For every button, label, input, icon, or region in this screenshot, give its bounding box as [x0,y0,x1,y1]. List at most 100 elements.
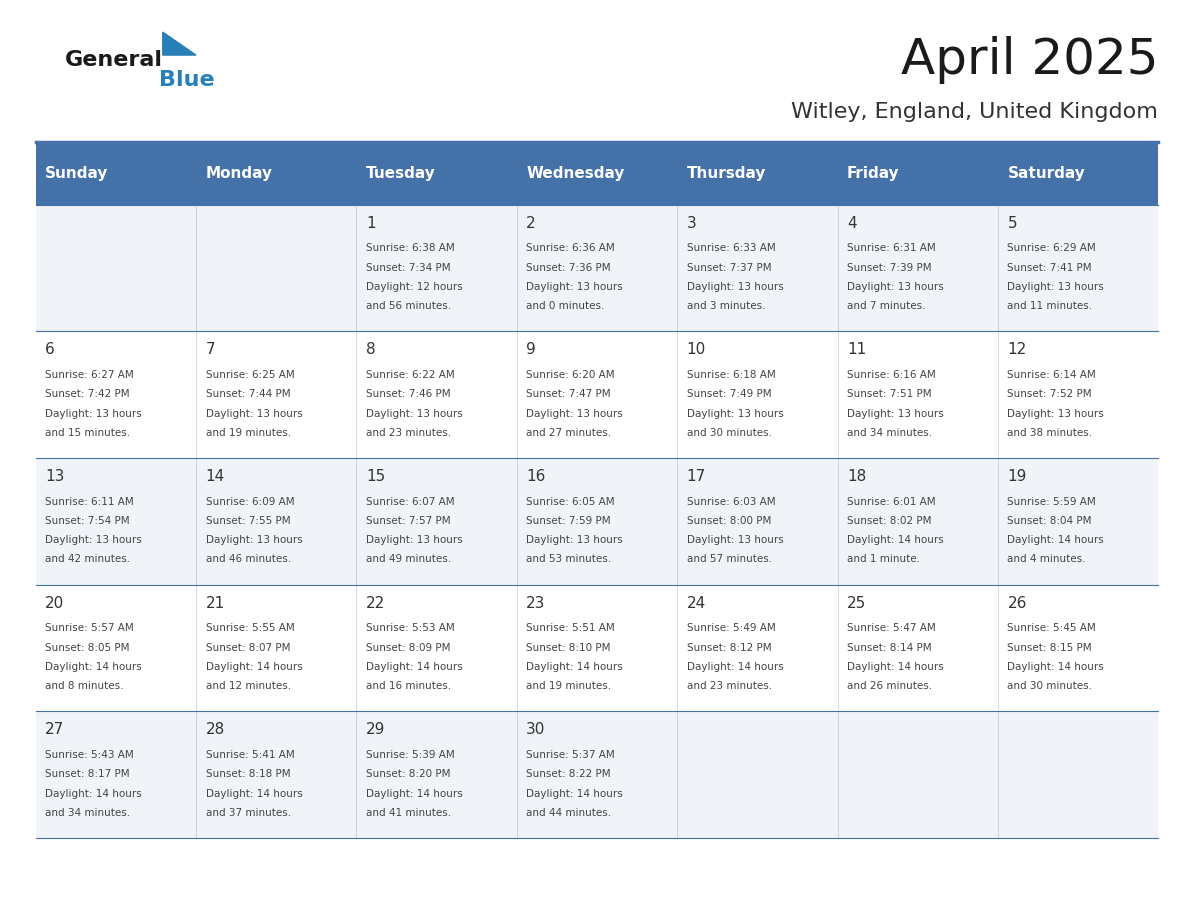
Text: and 49 minutes.: and 49 minutes. [366,554,451,565]
Text: and 8 minutes.: and 8 minutes. [45,681,124,691]
Text: 7: 7 [206,342,215,357]
Text: Daylight: 13 hours: Daylight: 13 hours [847,282,943,292]
Text: Sunset: 7:54 PM: Sunset: 7:54 PM [45,516,129,526]
Text: Sunrise: 6:18 AM: Sunrise: 6:18 AM [687,370,776,380]
Text: Sunset: 7:34 PM: Sunset: 7:34 PM [366,263,450,273]
Text: Thursday: Thursday [687,166,766,181]
Text: and 11 minutes.: and 11 minutes. [1007,301,1093,311]
Text: Daylight: 13 hours: Daylight: 13 hours [687,535,783,545]
Text: Daylight: 13 hours: Daylight: 13 hours [526,409,623,419]
Text: and 34 minutes.: and 34 minutes. [45,808,131,818]
FancyBboxPatch shape [36,458,1158,585]
Text: Daylight: 13 hours: Daylight: 13 hours [687,282,783,292]
Text: 21: 21 [206,596,225,610]
Text: Sunrise: 6:33 AM: Sunrise: 6:33 AM [687,243,776,253]
Text: Sunrise: 6:38 AM: Sunrise: 6:38 AM [366,243,455,253]
Text: Sunset: 7:42 PM: Sunset: 7:42 PM [45,389,129,399]
Text: Daylight: 14 hours: Daylight: 14 hours [206,662,302,672]
Text: 4: 4 [847,216,857,230]
Text: and 3 minutes.: and 3 minutes. [687,301,765,311]
Text: and 15 minutes.: and 15 minutes. [45,428,131,438]
Text: and 37 minutes.: and 37 minutes. [206,808,291,818]
Text: and 23 minutes.: and 23 minutes. [687,681,772,691]
Text: Daylight: 13 hours: Daylight: 13 hours [1007,282,1104,292]
Text: Sunrise: 5:49 AM: Sunrise: 5:49 AM [687,623,776,633]
Text: and 56 minutes.: and 56 minutes. [366,301,451,311]
Text: Daylight: 14 hours: Daylight: 14 hours [206,789,302,799]
Text: Sunset: 8:22 PM: Sunset: 8:22 PM [526,769,611,779]
Text: 25: 25 [847,596,866,610]
Text: Sunset: 7:37 PM: Sunset: 7:37 PM [687,263,771,273]
Text: Sunset: 7:46 PM: Sunset: 7:46 PM [366,389,450,399]
Text: 28: 28 [206,722,225,737]
Text: and 30 minutes.: and 30 minutes. [1007,681,1093,691]
Text: and 12 minutes.: and 12 minutes. [206,681,291,691]
Text: Sunrise: 5:55 AM: Sunrise: 5:55 AM [206,623,295,633]
Text: Sunrise: 5:59 AM: Sunrise: 5:59 AM [1007,497,1097,507]
Text: 9: 9 [526,342,536,357]
Text: and 38 minutes.: and 38 minutes. [1007,428,1093,438]
Text: Saturday: Saturday [1007,166,1085,181]
Text: Sunset: 7:41 PM: Sunset: 7:41 PM [1007,263,1092,273]
FancyBboxPatch shape [36,585,1158,711]
Text: Sunrise: 6:16 AM: Sunrise: 6:16 AM [847,370,936,380]
Text: 15: 15 [366,469,385,484]
Text: Sunrise: 6:14 AM: Sunrise: 6:14 AM [1007,370,1097,380]
Text: Daylight: 13 hours: Daylight: 13 hours [206,409,302,419]
Text: Daylight: 14 hours: Daylight: 14 hours [847,535,943,545]
Text: and 41 minutes.: and 41 minutes. [366,808,451,818]
Text: April 2025: April 2025 [901,36,1158,84]
Text: Sunset: 8:14 PM: Sunset: 8:14 PM [847,643,931,653]
Text: Sunrise: 5:47 AM: Sunrise: 5:47 AM [847,623,936,633]
Text: and 26 minutes.: and 26 minutes. [847,681,933,691]
Text: and 57 minutes.: and 57 minutes. [687,554,772,565]
Text: 13: 13 [45,469,64,484]
Text: Daylight: 14 hours: Daylight: 14 hours [847,662,943,672]
Text: Daylight: 13 hours: Daylight: 13 hours [526,535,623,545]
Text: Sunrise: 6:05 AM: Sunrise: 6:05 AM [526,497,615,507]
Text: 3: 3 [687,216,696,230]
Text: and 46 minutes.: and 46 minutes. [206,554,291,565]
Text: Sunrise: 6:22 AM: Sunrise: 6:22 AM [366,370,455,380]
Text: Sunset: 8:00 PM: Sunset: 8:00 PM [687,516,771,526]
Text: and 0 minutes.: and 0 minutes. [526,301,605,311]
Text: General: General [65,50,163,70]
Text: Tuesday: Tuesday [366,166,436,181]
Text: Sunday: Sunday [45,166,108,181]
Text: 16: 16 [526,469,545,484]
Text: Sunrise: 5:43 AM: Sunrise: 5:43 AM [45,750,134,760]
Text: 14: 14 [206,469,225,484]
Text: Sunset: 8:05 PM: Sunset: 8:05 PM [45,643,129,653]
Text: and 34 minutes.: and 34 minutes. [847,428,933,438]
Text: 20: 20 [45,596,64,610]
Text: Daylight: 14 hours: Daylight: 14 hours [526,662,623,672]
Text: Daylight: 14 hours: Daylight: 14 hours [1007,535,1104,545]
Text: 2: 2 [526,216,536,230]
Polygon shape [163,32,196,55]
Text: and 27 minutes.: and 27 minutes. [526,428,612,438]
Text: and 7 minutes.: and 7 minutes. [847,301,925,311]
Text: Sunrise: 5:45 AM: Sunrise: 5:45 AM [1007,623,1097,633]
Text: Sunrise: 6:25 AM: Sunrise: 6:25 AM [206,370,295,380]
Text: 30: 30 [526,722,545,737]
Text: Sunset: 7:49 PM: Sunset: 7:49 PM [687,389,771,399]
Text: and 19 minutes.: and 19 minutes. [526,681,612,691]
Text: and 44 minutes.: and 44 minutes. [526,808,612,818]
Text: Sunset: 8:04 PM: Sunset: 8:04 PM [1007,516,1092,526]
Text: Sunset: 8:09 PM: Sunset: 8:09 PM [366,643,450,653]
Text: and 19 minutes.: and 19 minutes. [206,428,291,438]
Text: Sunrise: 6:03 AM: Sunrise: 6:03 AM [687,497,776,507]
Text: Sunset: 7:57 PM: Sunset: 7:57 PM [366,516,450,526]
Text: Daylight: 14 hours: Daylight: 14 hours [366,789,462,799]
Text: Sunset: 7:55 PM: Sunset: 7:55 PM [206,516,290,526]
Text: 12: 12 [1007,342,1026,357]
FancyBboxPatch shape [36,711,1158,838]
Text: Daylight: 13 hours: Daylight: 13 hours [45,409,141,419]
Text: Sunset: 8:20 PM: Sunset: 8:20 PM [366,769,450,779]
Text: and 16 minutes.: and 16 minutes. [366,681,451,691]
Text: Sunrise: 6:31 AM: Sunrise: 6:31 AM [847,243,936,253]
Text: Sunrise: 5:37 AM: Sunrise: 5:37 AM [526,750,615,760]
Text: Sunrise: 6:36 AM: Sunrise: 6:36 AM [526,243,615,253]
Text: Daylight: 13 hours: Daylight: 13 hours [1007,409,1104,419]
Text: Daylight: 14 hours: Daylight: 14 hours [1007,662,1104,672]
